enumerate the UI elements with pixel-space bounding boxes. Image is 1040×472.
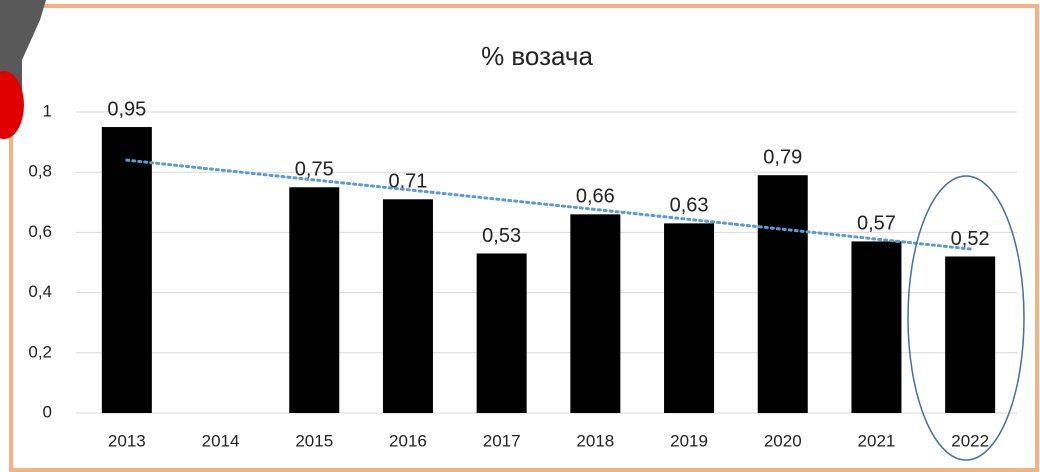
x-tick-label: 2020 xyxy=(764,431,802,450)
x-tick-label: 2013 xyxy=(108,431,146,450)
x-tick-label: 2015 xyxy=(295,431,333,450)
x-tick-label: 2016 xyxy=(389,431,427,450)
data-label: 0,63 xyxy=(670,195,709,217)
chart: % возача 0 0,2 0,4 0,6 0,8 1 2013 0,95 2014 2015 0… xyxy=(0,0,1040,472)
page: % возача 0 0,2 0,4 0,6 0,8 1 2013 0,95 2014 2015 0… xyxy=(0,0,1040,472)
y-tick-label: 0 xyxy=(43,402,52,421)
x-tick-label: 2022 xyxy=(951,431,989,450)
data-label: 0,79 xyxy=(763,146,802,168)
y-tick-label: 0,4 xyxy=(28,282,52,301)
x-tick-label: 2018 xyxy=(576,431,614,450)
bar xyxy=(383,199,433,413)
data-label: 0,57 xyxy=(857,213,896,235)
x-tick-label: 2021 xyxy=(858,431,896,450)
bar xyxy=(570,214,620,413)
y-tick-label: 0,6 xyxy=(28,222,52,241)
bar xyxy=(851,241,901,413)
bar xyxy=(945,256,995,413)
chart-title: % возача xyxy=(481,41,593,71)
y-tick-label: 0,2 xyxy=(28,342,52,361)
bar xyxy=(664,223,714,413)
bar xyxy=(102,127,152,413)
y-tick-label: 1 xyxy=(43,101,52,120)
x-tick-label: 2017 xyxy=(483,431,521,450)
bar xyxy=(477,253,527,413)
x-tick-label: 2019 xyxy=(670,431,708,450)
bar xyxy=(758,175,808,413)
data-label: 0,53 xyxy=(482,225,521,247)
data-label: 0,95 xyxy=(107,98,146,120)
bar xyxy=(289,187,339,413)
x-tick-label: 2014 xyxy=(202,431,240,450)
data-label: 0,66 xyxy=(576,186,615,208)
y-tick-label: 0,8 xyxy=(28,162,52,181)
